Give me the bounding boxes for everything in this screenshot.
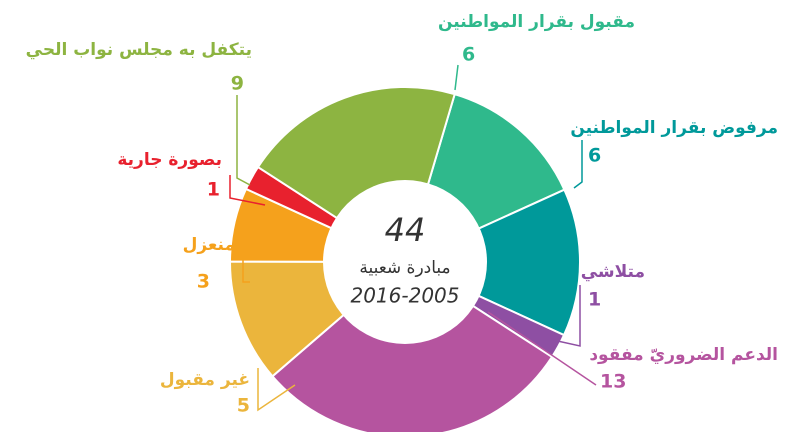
leader-line: [229, 175, 266, 206]
segment-label: متلاشي: [581, 262, 645, 282]
leader-line: [552, 285, 581, 347]
leader-line: [257, 368, 296, 412]
value-label: 1: [207, 179, 220, 201]
segment-label: يتكفل به مجلس نواب الحي: [26, 40, 252, 60]
segment-label: بصورة جارية: [117, 150, 222, 170]
value-label: 3: [197, 271, 210, 293]
segment-label: الدعم الضروريّ مفقود: [589, 345, 778, 365]
value-label: 6: [588, 145, 601, 167]
value-label: 13: [600, 371, 626, 393]
value-label: 9: [231, 73, 244, 95]
center-period: 2016-2005: [350, 284, 459, 308]
segment-label: منعزل: [183, 235, 235, 255]
center-value: 44: [385, 211, 426, 249]
leader-line: [236, 95, 251, 186]
leader-line: [573, 140, 583, 189]
center-label: مبادرة شعبية: [359, 258, 450, 278]
leader-line: [454, 64, 459, 91]
value-label: 1: [588, 289, 601, 311]
segment-label: مقبول بقرار المواطنين: [438, 12, 635, 32]
leader-line: [242, 240, 250, 283]
leader-line: [487, 311, 597, 386]
segment-label: غير مقبول: [160, 370, 250, 390]
segment-label: مرفوض بقرار المواطنين: [570, 118, 778, 138]
value-label: 6: [462, 44, 475, 66]
donut-hole: [323, 180, 487, 344]
value-label: 5: [237, 395, 250, 417]
